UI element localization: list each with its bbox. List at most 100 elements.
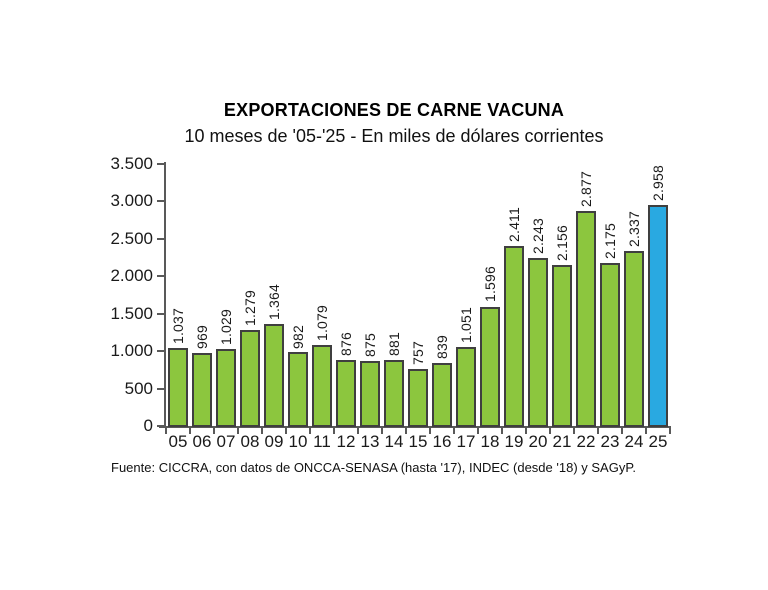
x-axis-label-24: 24 [624,432,644,451]
bar-22 [576,210,596,427]
x-axis-label-22: 22 [576,432,596,451]
bar-12 [336,360,356,427]
x-tick-mark [477,427,479,434]
bar-value-label-wrap: 757 [406,293,430,365]
x-axis-label-15: 15 [408,432,428,451]
bar-06 [192,353,212,427]
bar-value-label-wrap: 2.243 [526,182,550,254]
bar-14 [384,360,404,427]
bar-18 [480,306,500,427]
bar-value-label-wrap: 2.958 [646,129,670,201]
x-axis-label-12: 12 [336,432,356,451]
x-tick-mark [213,427,215,434]
x-tick-mark [645,427,647,434]
bar-value-label: 2.958 [650,164,666,201]
bar-value-label: 1.079 [314,305,330,342]
bar-value-label-wrap: 1.037 [166,272,190,344]
y-axis-label: 3.500 [110,154,153,173]
bar-value-label-wrap: 1.279 [238,254,262,326]
bar-value-label: 2.337 [626,211,642,248]
bar-value-label: 757 [410,341,426,366]
y-axis-label: 2.500 [110,228,153,248]
y-axis-label: 1.000 [110,341,153,361]
bar-value-label-wrap: 1.596 [478,231,502,303]
x-tick-mark [309,427,311,434]
bar-value-label: 2.411 [506,206,522,242]
x-axis-label-08: 08 [240,432,260,451]
bar-value-label-wrap: 876 [334,284,358,356]
bar-value-label-wrap: 969 [190,277,214,349]
x-tick-mark [669,427,671,434]
bar-value-label-wrap: 881 [382,284,406,356]
x-axis-label-16: 16 [432,432,452,451]
y-axis-label: 500 [124,378,153,398]
bar-value-label: 881 [386,332,402,357]
y-tick-mark [157,312,165,315]
x-axis-label-23: 23 [600,432,620,451]
y-axis-line [164,162,166,428]
bar-value-label-wrap: 875 [358,285,382,357]
x-tick-mark [381,427,383,434]
bar-25 [648,204,668,427]
bar-value-label-wrap: 1.051 [454,271,478,343]
x-tick-mark [405,427,407,434]
bar-value-label: 2.243 [530,218,546,255]
bar-05 [168,348,188,427]
y-tick-mark [157,200,165,203]
x-axis-label-18: 18 [480,432,500,451]
bar-value-label: 969 [194,325,210,350]
x-tick-mark [429,427,431,434]
bar-07 [216,348,236,427]
bar-value-label-wrap: 2.411 [502,170,526,242]
y-tick-mark [157,350,165,353]
bar-21 [552,264,572,427]
x-axis-label-09: 09 [264,432,284,451]
x-tick-mark [453,427,455,434]
bar-value-label: 1.279 [242,290,258,327]
bar-value-label: 1.364 [266,283,282,320]
x-tick-mark [597,427,599,434]
bar-23 [600,263,620,427]
x-axis-label-17: 17 [456,432,476,451]
x-axis-label-25: 25 [648,432,668,451]
x-tick-mark [237,427,239,434]
y-axis-label: 2.000 [110,266,153,286]
bar-value-label: 2.156 [554,224,570,261]
bar-value-label: 839 [434,335,450,360]
bar-value-label-wrap: 2.156 [550,189,574,261]
bar-value-label: 875 [362,332,378,357]
x-axis-label-11: 11 [313,432,331,451]
y-axis-label: 0 [143,416,153,435]
x-tick-mark [333,427,335,434]
x-tick-mark [189,427,191,434]
bar-16 [432,363,452,427]
x-axis-label-13: 13 [360,432,380,451]
bar-value-label: 1.596 [482,266,498,303]
bar-20 [528,258,548,427]
bar-19 [504,245,524,427]
bar-10 [288,352,308,427]
bar-17 [456,347,476,427]
x-axis-label-21: 21 [552,432,572,451]
bar-value-label-wrap: 1.029 [214,273,238,345]
chart-title: EXPORTACIONES DE CARNE VACUNA [223,100,565,120]
bar-value-label-wrap: 1.079 [310,269,334,341]
x-axis-label-07: 07 [216,432,236,451]
x-tick-mark [165,427,167,434]
y-tick-mark [157,425,165,427]
bar-value-label: 1.051 [458,307,474,344]
x-axis-label-20: 20 [528,432,548,451]
bar-24 [624,251,644,427]
x-axis-label-05: 05 [168,432,188,451]
chart-subtitle: 10 meses de '05-'25 - En miles de dólare… [184,126,604,146]
x-tick-mark [621,427,623,434]
bar-value-label: 1.029 [218,308,234,345]
bar-value-label-wrap: 1.364 [262,248,286,320]
x-tick-mark [549,427,551,434]
bar-11 [312,345,332,427]
bar-13 [360,360,380,427]
x-tick-mark [525,427,527,434]
bar-value-label-wrap: 2.175 [598,187,622,259]
x-tick-mark [573,427,575,434]
bar-09 [264,323,284,427]
